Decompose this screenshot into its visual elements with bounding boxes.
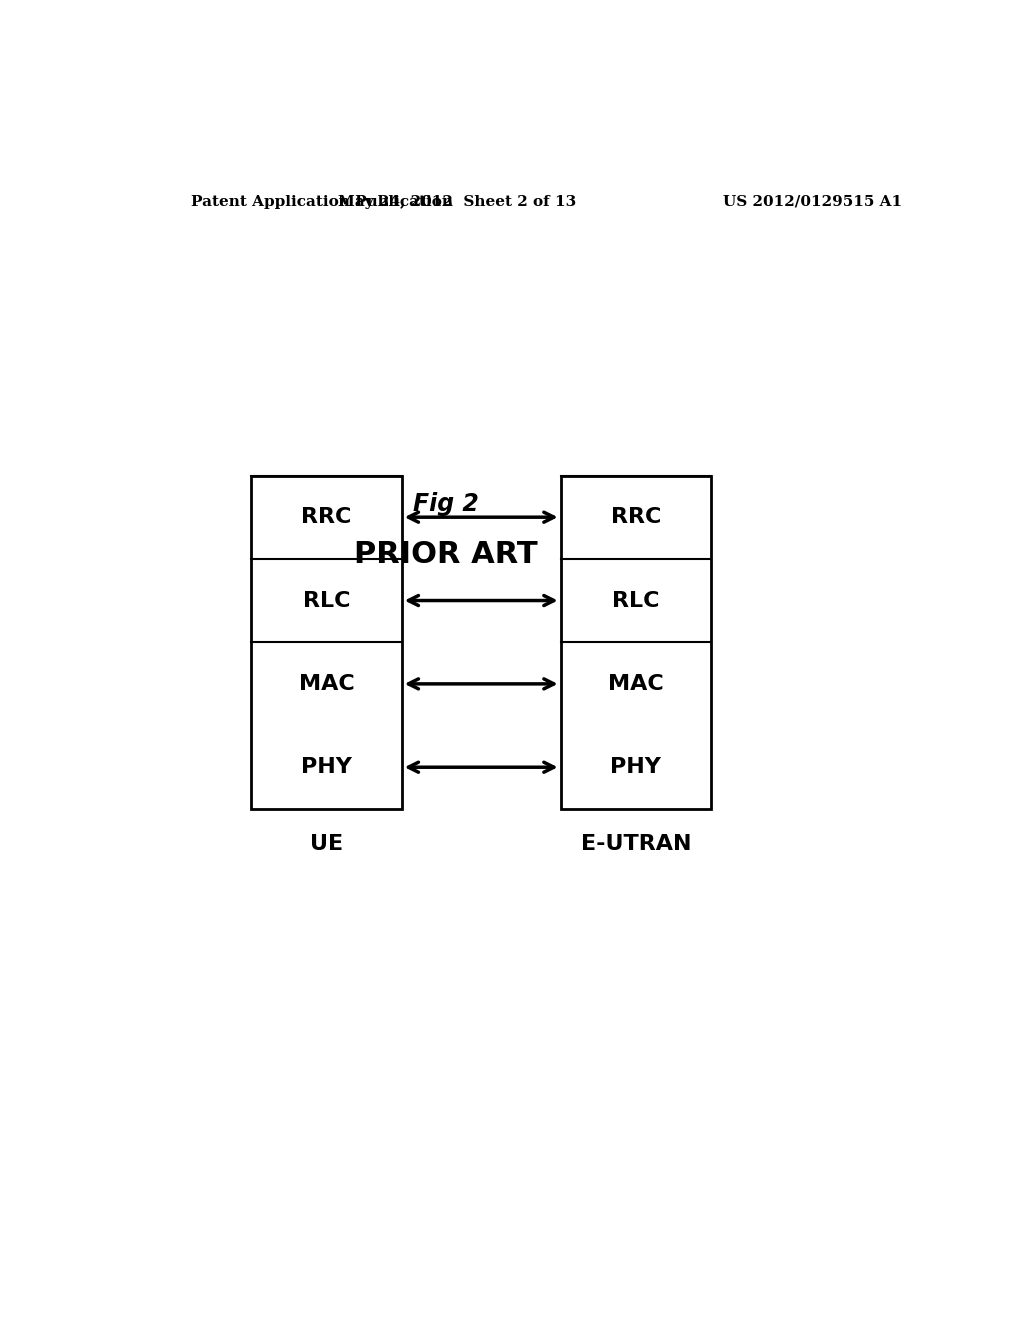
Text: MAC: MAC xyxy=(608,675,664,694)
Text: US 2012/0129515 A1: US 2012/0129515 A1 xyxy=(723,195,902,209)
Bar xyxy=(251,475,401,809)
Bar xyxy=(560,475,712,809)
Text: PHY: PHY xyxy=(301,758,352,777)
Text: May 24, 2012  Sheet 2 of 13: May 24, 2012 Sheet 2 of 13 xyxy=(338,195,577,209)
Text: E-UTRAN: E-UTRAN xyxy=(581,834,691,854)
Text: UE: UE xyxy=(310,834,343,854)
Text: RRC: RRC xyxy=(301,507,351,527)
Text: Fig 2: Fig 2 xyxy=(413,492,478,516)
Text: Patent Application Publication: Patent Application Publication xyxy=(191,195,454,209)
Text: MAC: MAC xyxy=(299,675,354,694)
Text: RRC: RRC xyxy=(610,507,662,527)
Text: PRIOR ART: PRIOR ART xyxy=(353,540,538,569)
Text: PHY: PHY xyxy=(610,758,662,777)
Text: RLC: RLC xyxy=(303,590,350,611)
Text: RLC: RLC xyxy=(612,590,659,611)
